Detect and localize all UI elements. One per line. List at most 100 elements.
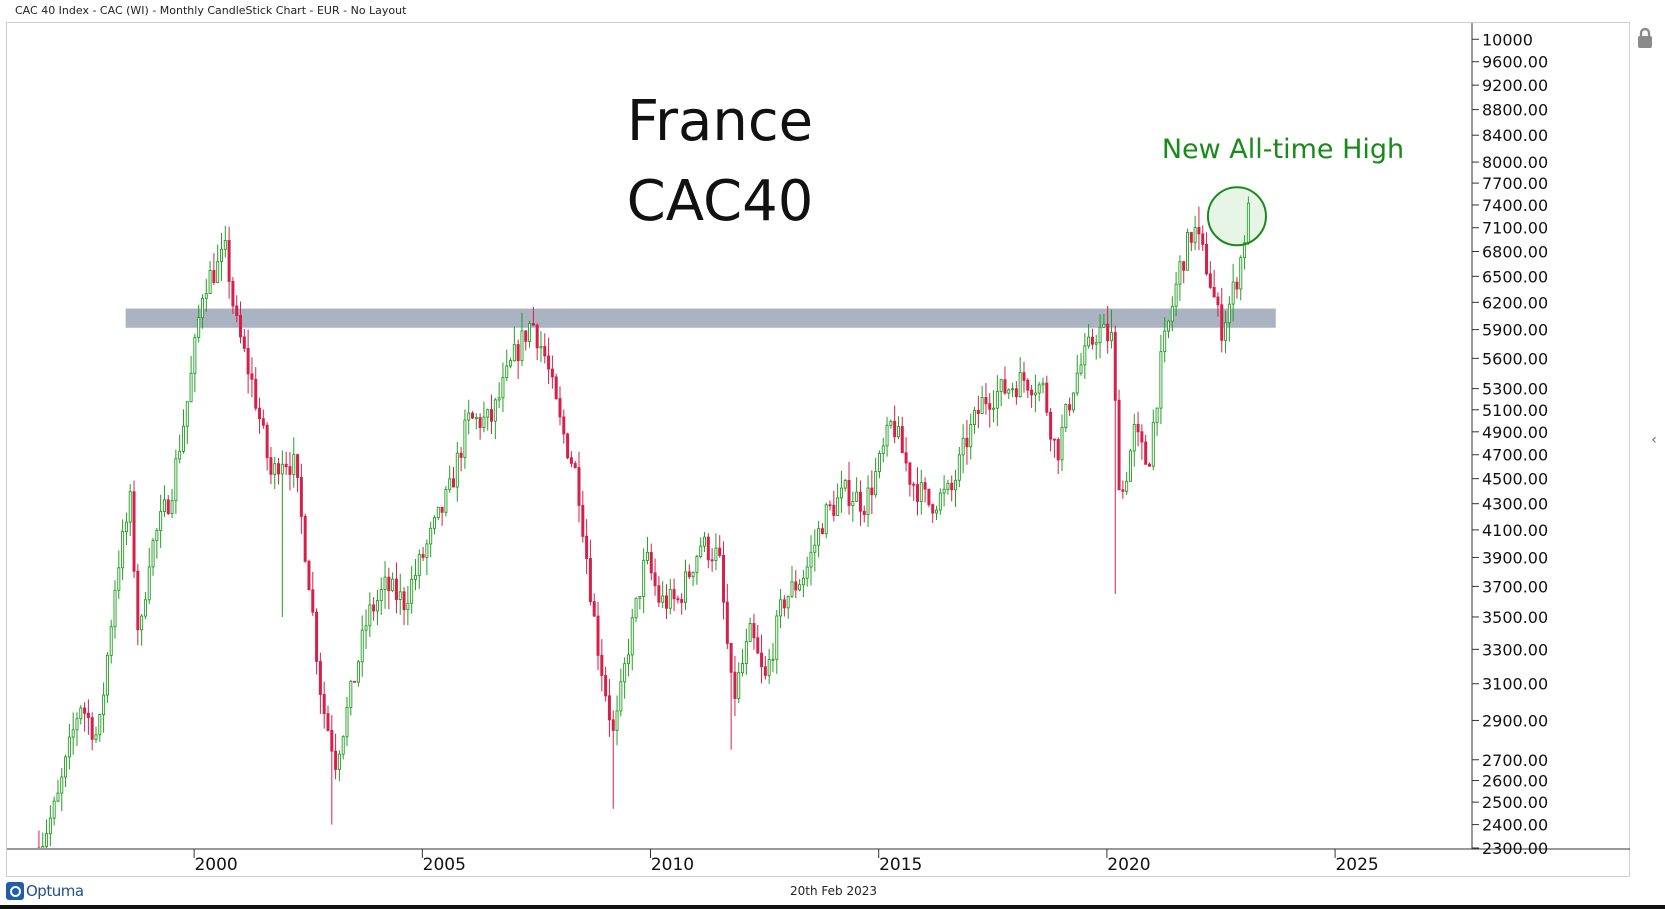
candle-down xyxy=(832,504,836,516)
candle-up xyxy=(98,714,102,736)
candle-up xyxy=(67,736,71,758)
candle-up xyxy=(691,571,695,578)
candle-up xyxy=(349,680,353,708)
y-tick-label: 3700.00 xyxy=(1482,577,1548,596)
candle-up xyxy=(737,672,741,699)
candle-up xyxy=(143,599,147,617)
candle-up xyxy=(208,270,212,294)
candle-up xyxy=(223,240,227,250)
candle-up xyxy=(220,248,223,262)
candle-down xyxy=(672,589,676,600)
candle-up xyxy=(775,615,779,660)
candle-up xyxy=(60,776,64,794)
candle-up xyxy=(193,336,197,374)
all-time-high-circle xyxy=(1206,186,1267,247)
candle-up xyxy=(189,372,193,403)
candle-up xyxy=(102,694,106,716)
candle-up xyxy=(626,654,630,665)
candle-up xyxy=(398,591,402,600)
candle-up xyxy=(1064,404,1068,428)
candle-up xyxy=(866,487,870,516)
y-tick-label: 2400.00 xyxy=(1482,816,1548,835)
candle-up xyxy=(1109,332,1113,342)
candle-up xyxy=(619,681,623,712)
lock-icon[interactable] xyxy=(1635,26,1655,50)
candle-down xyxy=(562,416,566,435)
resistance-zone xyxy=(125,308,1276,328)
candle-up xyxy=(623,663,627,683)
candle-up xyxy=(417,554,421,576)
candle-up xyxy=(94,734,98,740)
candle-down xyxy=(1147,463,1151,467)
candle-down xyxy=(531,323,535,326)
candle-up xyxy=(1132,423,1136,452)
candle-up xyxy=(497,397,501,401)
candle-up xyxy=(162,499,166,512)
candle-up xyxy=(64,756,68,778)
candle-up xyxy=(151,540,155,568)
collapse-panel-icon[interactable]: ‹ xyxy=(1651,432,1657,448)
y-tick-label: 5600.00 xyxy=(1482,349,1548,368)
candle-down xyxy=(524,330,528,342)
candle-down xyxy=(558,398,562,418)
candle-down xyxy=(950,482,954,491)
x-tick-label: 2020 xyxy=(1107,855,1150,875)
candle-up xyxy=(995,391,999,409)
candle-down xyxy=(242,336,246,349)
candle-up xyxy=(1094,342,1098,345)
candle-up xyxy=(360,629,364,663)
y-tick-label: 5900.00 xyxy=(1482,321,1548,340)
candle-up xyxy=(744,641,748,664)
y-tick-label: 6800.00 xyxy=(1482,242,1548,261)
candle-up xyxy=(1227,303,1231,324)
candle-down xyxy=(254,378,258,409)
candle-up xyxy=(505,365,509,378)
candle-down xyxy=(649,551,653,574)
candle-up xyxy=(493,399,497,422)
x-tick-label: 2015 xyxy=(879,855,922,875)
y-tick-label: 2900.00 xyxy=(1482,711,1548,730)
candle-down xyxy=(1003,379,1007,394)
candle-down xyxy=(258,407,262,420)
candle-down xyxy=(900,426,904,454)
chart-frame[interactable] xyxy=(6,22,1630,877)
candle-down xyxy=(923,482,927,490)
candle-down xyxy=(421,554,425,558)
y-tick-label: 2600.00 xyxy=(1482,772,1548,791)
candle-up xyxy=(71,729,75,738)
y-tick-label: 10000 xyxy=(1482,30,1533,49)
candle-down xyxy=(1197,226,1201,235)
candle-down xyxy=(988,403,992,410)
candle-up xyxy=(170,500,174,514)
candle-up xyxy=(448,478,452,490)
candle-down xyxy=(478,417,482,429)
y-tick-label: 7700.00 xyxy=(1482,174,1548,193)
candle-down xyxy=(680,599,684,603)
candle-down xyxy=(318,660,322,695)
candle-up xyxy=(703,536,707,547)
candle-down xyxy=(288,466,292,475)
candle-up xyxy=(444,488,448,513)
y-tick-label: 7400.00 xyxy=(1482,196,1548,215)
candle-up xyxy=(273,463,277,475)
candle-up xyxy=(881,445,885,454)
candle-down xyxy=(729,642,733,673)
candle-up xyxy=(292,454,296,475)
optuma-logo-text: Optuma xyxy=(26,882,84,900)
candle-up xyxy=(121,531,125,569)
candle-up xyxy=(615,710,619,731)
candle-down xyxy=(235,305,239,316)
candle-down xyxy=(1205,243,1209,275)
candle-down xyxy=(132,491,136,572)
candle-up xyxy=(1239,257,1243,290)
candle-up xyxy=(52,800,56,819)
candle-up xyxy=(771,658,775,661)
candle-up xyxy=(181,425,185,452)
candle-up xyxy=(935,509,939,514)
candle-up xyxy=(954,479,958,491)
candle-down xyxy=(1208,273,1212,288)
candle-down xyxy=(1235,281,1239,290)
candle-up xyxy=(1060,426,1064,461)
candle-down xyxy=(1052,438,1056,441)
